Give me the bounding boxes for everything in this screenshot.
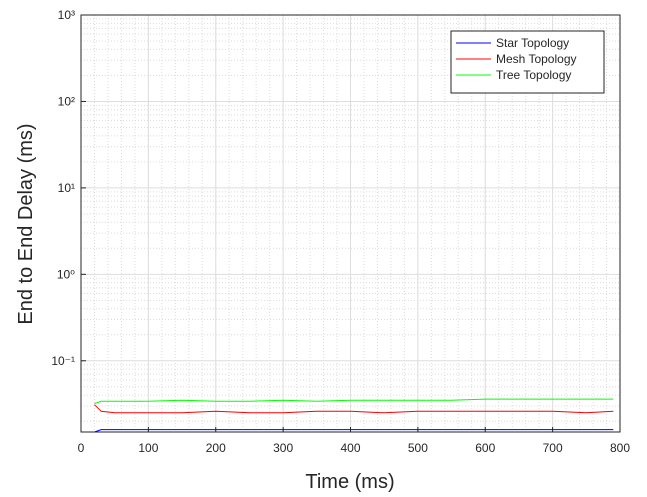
y-axis-label: End to End Delay (ms)	[15, 123, 37, 324]
y-tick-label: 10¹	[58, 181, 75, 195]
plot-frame	[80, 14, 621, 433]
x-tick-label: 600	[475, 441, 495, 455]
legend-label: Star Topology	[496, 36, 569, 50]
x-tick-label: 0	[78, 441, 85, 455]
series-line	[94, 404, 614, 414]
x-tick-label: 100	[138, 441, 158, 455]
x-tick-label: 400	[340, 441, 360, 455]
legend-label: Mesh Topology	[496, 52, 577, 66]
x-tick-label: 800	[610, 441, 630, 455]
y-tick-label: 10³	[58, 8, 75, 22]
series-line	[94, 398, 614, 405]
legend-label: Tree Topology	[496, 68, 571, 82]
y-tick-label: 10⁰	[57, 267, 75, 281]
x-tick-label: 200	[206, 441, 226, 455]
legend-box	[450, 30, 605, 94]
x-axis-label: Time (ms)	[305, 471, 394, 493]
series-line	[94, 429, 614, 433]
y-tick-label: 10²	[58, 94, 75, 108]
x-tick-label: 700	[543, 441, 563, 455]
y-tick-label: 10⁻¹	[51, 354, 75, 368]
x-tick-label: 300	[273, 441, 293, 455]
x-tick-label: 500	[408, 441, 428, 455]
